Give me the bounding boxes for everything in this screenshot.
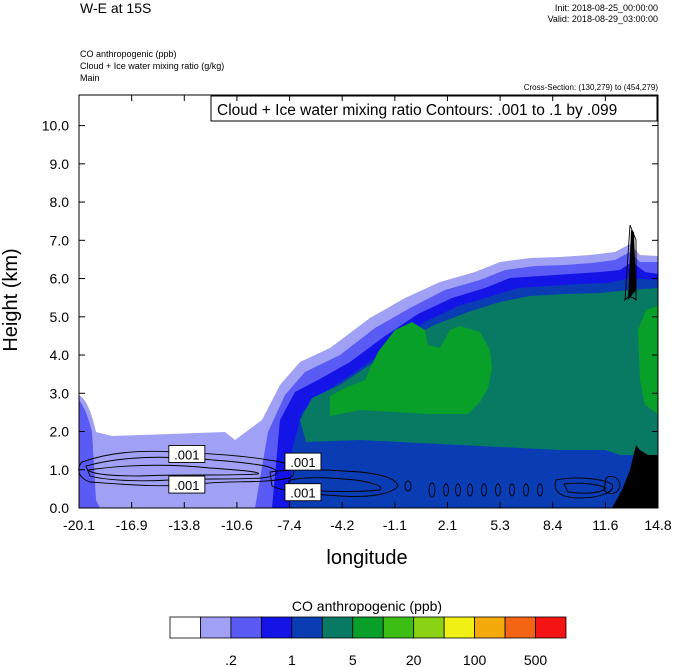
y-axis-label: Height (km) (0, 248, 22, 351)
contour-label-box (168, 475, 206, 494)
colorbar-swatch (474, 616, 506, 639)
colorbar-title: CO anthropogenic (ppb) (292, 598, 442, 614)
x-tick-label: -13.8 (168, 517, 200, 533)
co-band-6b (638, 306, 658, 414)
contour-label: .001 (290, 455, 315, 470)
contour-label-box (168, 445, 206, 463)
field-label-co: CO anthropogenic (ppb) (80, 49, 177, 59)
colorbar-label: 500 (524, 652, 548, 667)
cloud-contours (78, 224, 637, 499)
axis-titles: longitude Height (km) (0, 248, 408, 569)
colorbar-swatch (443, 616, 476, 639)
colorbar-swatch (200, 616, 232, 639)
field-label-cloud: Cloud + Ice water mixing ratio (g/kg) (80, 61, 225, 71)
x-tick-label: 14.8 (644, 517, 671, 533)
colorbar-swatch (504, 616, 536, 639)
axes: -20.1 -16.9 -13.8 -10.6 -7.4 -4.2 -1.1 2.1 5.3 8.… (42, 95, 672, 533)
colorbar-swatch (230, 616, 262, 639)
valid-time: Valid: 2018-08-29_03:00:00 (547, 14, 658, 24)
colorbar-swatch (260, 616, 293, 639)
colorbar-swatch (382, 616, 415, 639)
x-tick-label: 2.1 (438, 517, 458, 533)
colorbar-swatch (169, 616, 201, 639)
terrain (612, 445, 658, 508)
colorbar-label: 20 (406, 652, 422, 667)
y-tick-label: 9.0 (50, 156, 70, 172)
contour-label-box (284, 452, 322, 471)
y-tick-label: 8.0 (50, 194, 70, 210)
colorbar-swatch (291, 616, 323, 639)
cross-section-label: Cross-Section: (130,279) to (454,279) (523, 83, 658, 92)
x-tick-label: -16.9 (116, 517, 148, 533)
y-tick-label: 7.0 (50, 232, 70, 248)
y-tick-label: 3.0 (50, 385, 70, 401)
shaded-field (79, 230, 658, 508)
colorbar-swatch (413, 616, 445, 639)
contour-info-box (210, 95, 658, 122)
colorbar-label: 5 (349, 652, 357, 667)
contour-label-box (284, 483, 322, 502)
contour-value-labels: .001 .001 .001 .001 (168, 445, 322, 502)
plot-frame (78, 94, 659, 509)
colorbar-swatch (321, 616, 354, 639)
field-label-domain: Main (80, 73, 100, 83)
contour-label: .001 (174, 447, 199, 462)
x-axis-label: longitude (326, 547, 407, 569)
colorbar-label: 1 (288, 652, 296, 667)
x-tick-label: 8.4 (543, 517, 563, 533)
colorbar-swatch (352, 616, 384, 639)
colorbar: .2 1 5 20 100 500 (169, 616, 567, 667)
y-tick-label: 1.0 (50, 462, 70, 478)
contour-label: .001 (290, 486, 315, 501)
y-tick-label: 2.0 (50, 424, 70, 440)
x-tick-label: -1.1 (383, 517, 407, 533)
x-tick-label: -10.6 (221, 517, 253, 533)
co-band-6 (330, 322, 492, 416)
plot-title: W-E at 15S (80, 0, 152, 16)
contour-label: .001 (174, 478, 199, 493)
x-tick-label: -7.4 (277, 517, 301, 533)
init-time: Init: 2018-08-25_00:00:00 (554, 3, 658, 13)
y-tick-label: 5.0 (50, 309, 70, 325)
terrain-spike (628, 230, 636, 300)
x-tick-label: 11.6 (592, 517, 618, 533)
colorbar-swatch (535, 616, 567, 639)
contour-info-label: Cloud + Ice water mixing ratio Contours:… (217, 102, 617, 119)
x-tick-label: 5.3 (490, 517, 510, 533)
colorbar-label: 100 (463, 652, 487, 667)
x-tick-label: -4.2 (330, 517, 354, 533)
y-tick-label: 6.0 (50, 271, 70, 287)
x-tick-label: -20.1 (63, 517, 95, 533)
colorbar-label: .2 (225, 652, 237, 667)
y-tick-label: 4.0 (50, 347, 70, 363)
y-tick-label: 0.0 (50, 500, 70, 516)
y-tick-label: 10.0 (42, 118, 69, 134)
